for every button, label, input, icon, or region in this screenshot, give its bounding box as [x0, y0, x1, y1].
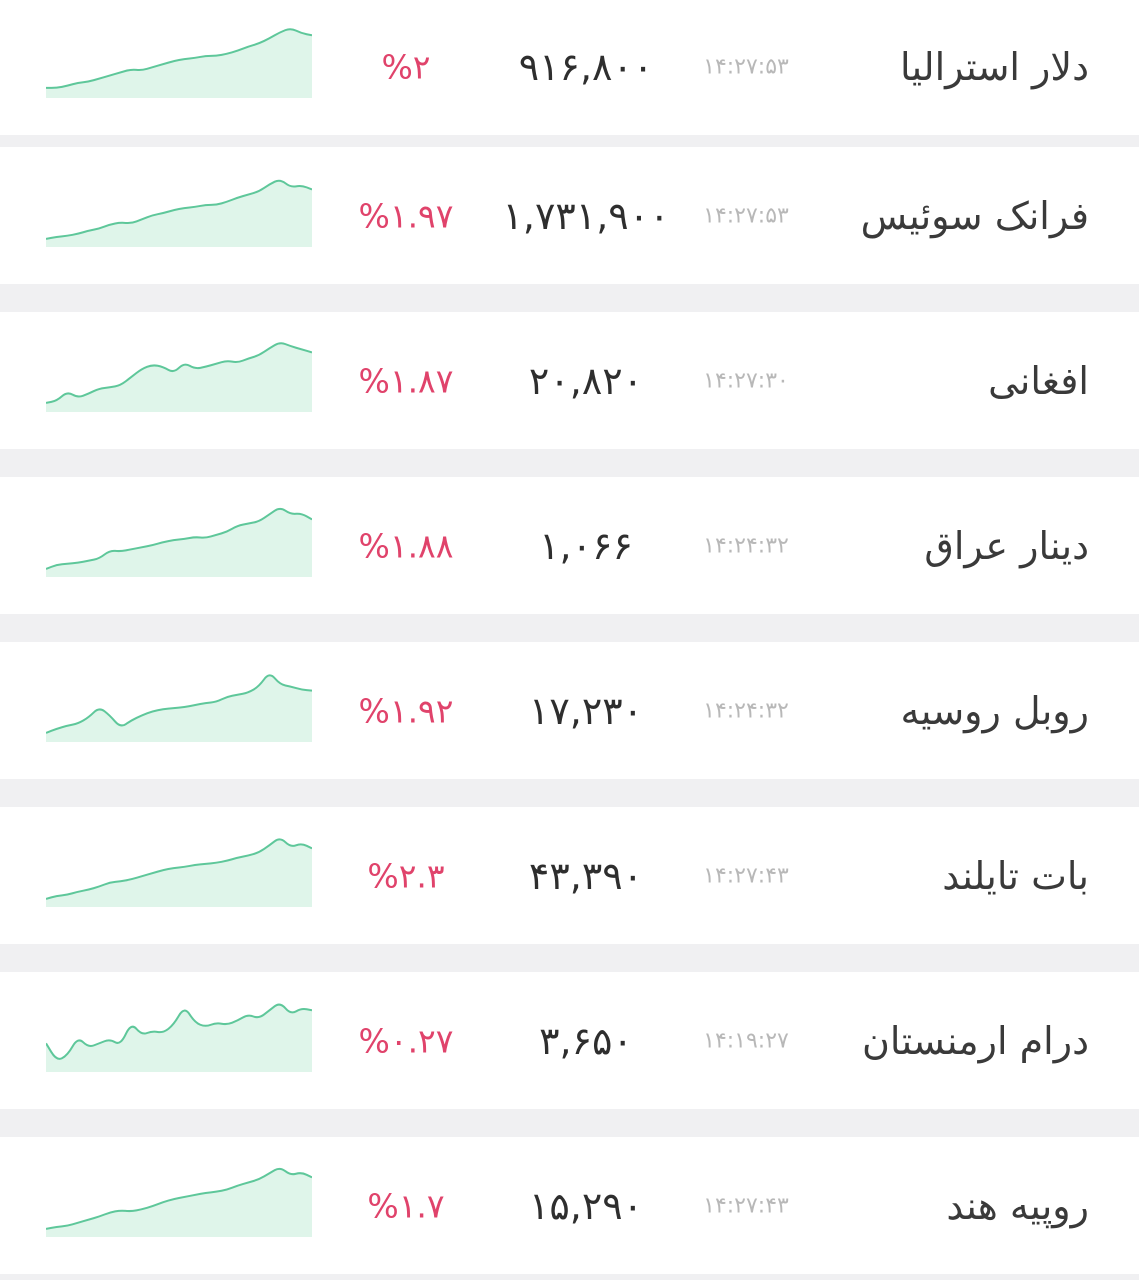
- sparkline-line: [46, 838, 312, 900]
- currency-name: دینار عراق: [924, 523, 1089, 568]
- currency-price: ۹۱۶,۸۰۰: [518, 44, 654, 89]
- sparkline-chart: [46, 507, 312, 577]
- sparkline-area: [46, 1168, 312, 1237]
- currency-row[interactable]: روپیه هند ۱۴:۲۷:۴۳ ۱۵,۲۹۰ %۱.۷: [0, 1137, 1139, 1274]
- sparkline-chart: [46, 179, 312, 247]
- update-time: ۱۴:۲۴:۳۲: [703, 698, 789, 723]
- currency-name: افغانی: [988, 358, 1089, 403]
- currency-price: ۱,۰۶۶: [539, 523, 633, 568]
- sparkline-chart: [46, 1003, 312, 1072]
- currency-name: دلار استرالیا: [899, 44, 1089, 89]
- sparkline-chart: [46, 1167, 312, 1237]
- currency-row[interactable]: دینار عراق ۱۴:۲۴:۳۲ ۱,۰۶۶ %۱.۸۸: [0, 477, 1139, 614]
- currency-name: روبل روسیه: [900, 688, 1089, 733]
- change-percent: %۱.۷: [367, 1186, 445, 1225]
- currency-row[interactable]: افغانی ۱۴:۲۷:۳۰ ۲۰,۸۲۰ %۱.۸۷: [0, 312, 1139, 449]
- currency-price: ۱,۷۳۱,۹۰۰: [502, 193, 670, 238]
- sparkline-line: [46, 1003, 312, 1060]
- change-percent: %۰.۲۷: [358, 1021, 454, 1060]
- currency-name: فرانک سوئیس: [860, 193, 1089, 238]
- change-percent: %۱.۸۷: [358, 361, 454, 400]
- currency-row[interactable]: دلار استرالیا ۱۴:۲۷:۵۳ ۹۱۶,۸۰۰ %۲: [0, 0, 1139, 135]
- sparkline-area: [46, 675, 312, 742]
- currency-price: ۴۳,۳۹۰: [528, 853, 644, 898]
- update-time: ۱۴:۲۷:۴۳: [703, 863, 789, 888]
- sparkline-line: [46, 28, 312, 89]
- sparkline-line: [46, 674, 312, 734]
- currency-price: ۱۷,۲۳۰: [528, 688, 644, 733]
- sparkline-line: [46, 507, 312, 570]
- sparkline-area: [46, 508, 312, 577]
- sparkline-line: [46, 342, 312, 404]
- sparkline-line: [46, 179, 312, 240]
- change-percent: %۱.۹۲: [358, 691, 454, 730]
- currency-price: ۲۰,۸۲۰: [528, 358, 644, 403]
- sparkline-area: [46, 180, 312, 247]
- update-time: ۱۴:۲۴:۳۲: [703, 533, 789, 558]
- sparkline-chart: [46, 28, 312, 98]
- update-time: ۱۴:۲۷:۴۳: [703, 1193, 789, 1218]
- currency-row[interactable]: درام ارمنستان ۱۴:۱۹:۲۷ ۳,۶۵۰ %۰.۲۷: [0, 972, 1139, 1109]
- sparkline-area: [46, 29, 312, 98]
- update-time: ۱۴:۲۷:۳۰: [703, 368, 789, 393]
- sparkline-area: [46, 1004, 312, 1072]
- currency-row[interactable]: فرانک سوئیس ۱۴:۲۷:۵۳ ۱,۷۳۱,۹۰۰ %۱.۹۷: [0, 147, 1139, 284]
- currency-name: روپیه هند: [946, 1183, 1089, 1228]
- currency-price: ۳,۶۵۰: [539, 1018, 633, 1063]
- change-percent: %۱.۸۸: [358, 526, 454, 565]
- update-time: ۱۴:۲۷:۵۳: [703, 54, 789, 79]
- currency-name: درام ارمنستان: [861, 1018, 1089, 1063]
- update-time: ۱۴:۲۷:۵۳: [703, 203, 789, 228]
- change-percent: %۲: [381, 47, 431, 86]
- currency-price: ۱۵,۲۹۰: [528, 1183, 644, 1228]
- currency-row[interactable]: روبل روسیه ۱۴:۲۴:۳۲ ۱۷,۲۳۰ %۱.۹۲: [0, 642, 1139, 779]
- sparkline-chart: [46, 342, 312, 412]
- change-percent: %۱.۹۷: [358, 196, 454, 235]
- currency-name: بات تایلند: [942, 853, 1089, 898]
- sparkline-area: [46, 839, 312, 907]
- update-time: ۱۴:۱۹:۲۷: [703, 1028, 789, 1053]
- sparkline-chart: [46, 674, 312, 742]
- change-percent: %۲.۳: [367, 856, 445, 895]
- sparkline-line: [46, 1167, 312, 1230]
- sparkline-area: [46, 343, 312, 412]
- currency-row[interactable]: بات تایلند ۱۴:۲۷:۴۳ ۴۳,۳۹۰ %۲.۳: [0, 807, 1139, 944]
- sparkline-chart: [46, 838, 312, 907]
